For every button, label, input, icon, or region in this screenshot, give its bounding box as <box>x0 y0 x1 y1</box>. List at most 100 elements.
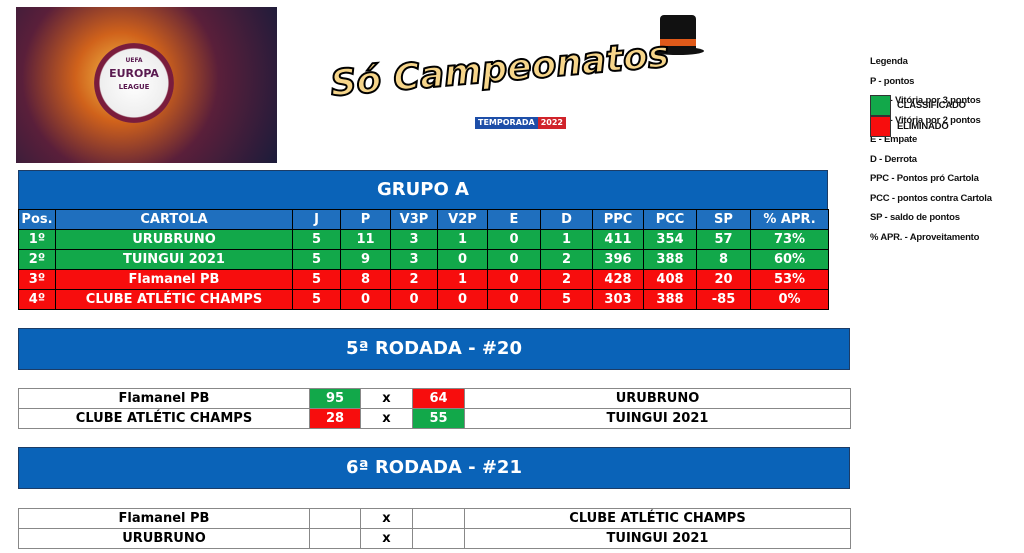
eliminado-swatch <box>870 116 891 137</box>
standings-cell: 396 <box>592 249 644 270</box>
home-team: Flamanel PB <box>18 388 310 409</box>
away-score[interactable]: 64 <box>412 388 465 409</box>
versus-label: x <box>360 408 413 429</box>
standings-cell: 0 <box>340 289 391 310</box>
standings-cell: 408 <box>643 269 697 290</box>
standings-cell: 0 <box>390 289 438 310</box>
round5-matches: Flamanel PB 95 x 64 URUBRUNO CLUBE ATLÉTIC CH… <box>18 388 851 429</box>
standings-cell: CLUBE ATLÉTIC CHAMPS <box>55 289 293 310</box>
column-header: Pos. <box>18 209 56 230</box>
column-header: E <box>487 209 541 230</box>
standings-cell: 5 <box>292 289 341 310</box>
legend-item: P - pontos <box>870 75 915 87</box>
home-score[interactable]: 28 <box>309 408 361 429</box>
away-team: TUINGUI 2021 <box>464 408 851 429</box>
standings-cell: 4º <box>18 289 56 310</box>
uel-text: UEFA <box>125 57 143 64</box>
standings-row: 4º CLUBE ATLÉTIC CHAMPS 5 0 0 0 0 5 303 388 -85 0% <box>18 289 829 310</box>
logo-text: Só Campeonatos <box>328 33 672 105</box>
standings-cell: 2 <box>390 269 438 290</box>
uel-text: EUROPA <box>109 67 159 80</box>
legend-classificado: CLASSIFICADO <box>897 100 966 112</box>
column-header: P <box>340 209 391 230</box>
standings-cell: 3 <box>390 229 438 250</box>
versus-label: x <box>360 508 413 529</box>
away-team: TUINGUI 2021 <box>464 528 851 549</box>
match-row: CLUBE ATLÉTIC CHAMPS 28 x 55 TUINGUI 2021 <box>18 408 851 429</box>
uel-text: LEAGUE <box>118 83 150 91</box>
home-score[interactable] <box>309 528 361 549</box>
standings-cell: 3º <box>18 269 56 290</box>
column-header: PPC <box>592 209 644 230</box>
standings-cell: TUINGUI 2021 <box>55 249 293 270</box>
standings-row: 1º URUBRUNO 5 11 3 1 0 1 411 354 57 73% <box>18 229 829 250</box>
column-header: V2P <box>437 209 488 230</box>
versus-label: x <box>360 528 413 549</box>
season-label: TEMPORADA <box>475 117 538 129</box>
standings-cell: 20 <box>696 269 751 290</box>
standings-cell: 2º <box>18 249 56 270</box>
standings-cell: 5 <box>540 289 593 310</box>
standings-cell: 53% <box>750 269 829 290</box>
column-header: PCC <box>643 209 697 230</box>
versus-label: x <box>360 388 413 409</box>
column-header: J <box>292 209 341 230</box>
legend-item: PCC - pontos contra Cartola <box>870 192 992 204</box>
standings-cell: 1 <box>540 229 593 250</box>
standings-cell: 3 <box>390 249 438 270</box>
standings-cell: 0 <box>487 229 541 250</box>
column-header: V3P <box>390 209 438 230</box>
standings-table: Pos. CARTOLA J P V3P V2P E D PPC PCC SP% APR. 1º UR… <box>18 209 829 310</box>
legend: Legenda P - pontos V3P - Vitória por 3 po… <box>870 56 1024 243</box>
standings-cell: -85 <box>696 289 751 310</box>
standings-cell: 411 <box>592 229 644 250</box>
away-team: CLUBE ATLÉTIC CHAMPS <box>464 508 851 529</box>
standings-cell: 1 <box>437 229 488 250</box>
home-team: Flamanel PB <box>18 508 310 529</box>
standings-cell: 428 <box>592 269 644 290</box>
column-header: D <box>540 209 593 230</box>
legend-item: V2P - Vitória por 2 pontos <box>870 114 981 126</box>
match-row: Flamanel PB x CLUBE ATLÉTIC CHAMPS <box>18 508 851 529</box>
standings-cell: 8 <box>696 249 751 270</box>
standings-cell: 388 <box>643 249 697 270</box>
standings-cell: 0% <box>750 289 829 310</box>
standings-cell: 60% <box>750 249 829 270</box>
home-score[interactable] <box>309 508 361 529</box>
match-row: URUBRUNO x TUINGUI 2021 <box>18 528 851 549</box>
standings-cell: 57 <box>696 229 751 250</box>
home-team: URUBRUNO <box>18 528 310 549</box>
standings-cell: Flamanel PB <box>55 269 293 290</box>
legend-item: D - Derrota <box>870 153 917 165</box>
legend-item: % APR. - Aproveitamento <box>870 231 980 243</box>
column-header: CARTOLA <box>55 209 293 230</box>
standings-cell: 0 <box>487 249 541 270</box>
standings-cell: 5 <box>292 249 341 270</box>
legend-item: SP - saldo de pontos <box>870 212 960 223</box>
away-score[interactable]: 55 <box>412 408 465 429</box>
standings-cell: 388 <box>643 289 697 310</box>
home-team: CLUBE ATLÉTIC CHAMPS <box>18 408 310 429</box>
standings-cell: 0 <box>487 269 541 290</box>
season-year: 2022 <box>537 117 566 129</box>
classificado-swatch <box>870 95 891 116</box>
home-score[interactable]: 95 <box>309 388 361 409</box>
standings-cell: 2 <box>540 269 593 290</box>
standings-cell: 11 <box>340 229 391 250</box>
standings-cell: 0 <box>437 289 488 310</box>
standings-cell: 0 <box>487 289 541 310</box>
column-header: % APR. <box>750 209 829 230</box>
standings-cell: 5 <box>292 229 341 250</box>
standings-cell: 2 <box>540 249 593 270</box>
away-score[interactable] <box>412 528 465 549</box>
standings-cell: 73% <box>750 229 829 250</box>
so-campeonatos-logo: Só Campeonatos TEMPORADA 2022 <box>320 15 720 140</box>
legend-item: PPC - Pontos pró Cartola <box>870 173 979 184</box>
standings-cell: 1º <box>18 229 56 250</box>
away-score[interactable] <box>412 508 465 529</box>
standings-cell: URUBRUNO <box>55 229 293 250</box>
group-title: GRUPO A <box>18 170 828 209</box>
match-row: Flamanel PB 95 x 64 URUBRUNO <box>18 388 851 409</box>
standings-cell: 303 <box>592 289 644 310</box>
standings-cell: 9 <box>340 249 391 270</box>
